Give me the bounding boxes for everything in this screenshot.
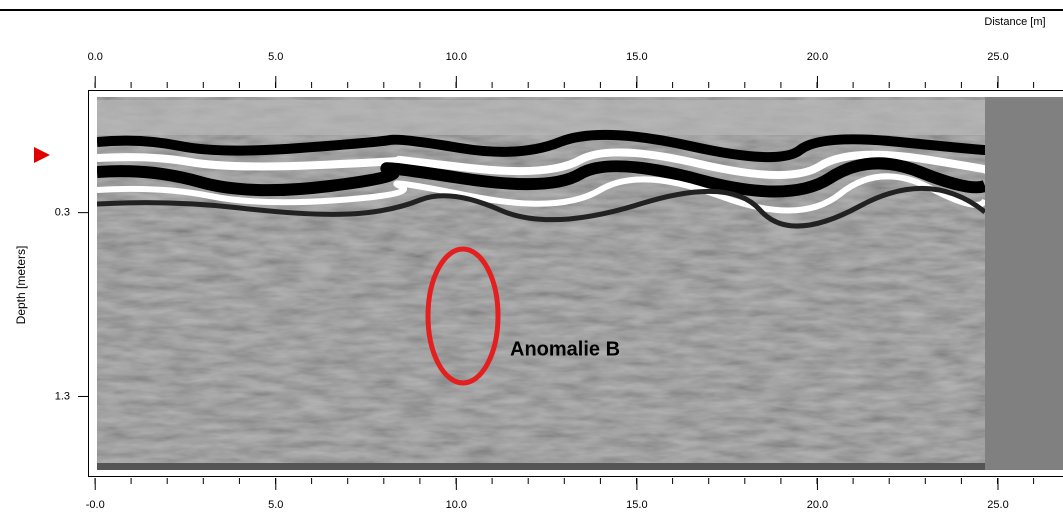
x-tick-label: 10.0 <box>446 51 467 63</box>
x-tick-label: 15.0 <box>626 51 647 63</box>
x-tick-label: 10.0 <box>446 499 467 511</box>
y-tick-label: 0.3 <box>55 207 70 219</box>
anomaly-circle <box>425 246 501 386</box>
annotation: Anomalie B <box>510 338 620 360</box>
x-tick-label: -0.0 <box>86 499 105 511</box>
y-tick-label: 1.3 <box>55 390 70 402</box>
x-tick-label: 5.0 <box>268 51 283 63</box>
x-tick-label: 25.0 <box>987 499 1008 511</box>
surface-marker <box>34 147 50 163</box>
distance-axis-label: Distance [m] <box>984 16 1045 28</box>
x-tick-label: 25.0 <box>987 51 1008 63</box>
x-tick-label: 0.0 <box>88 51 103 63</box>
x-tick-label: 15.0 <box>626 499 647 511</box>
radargram-image <box>97 97 985 470</box>
x-tick-label: 20.0 <box>807 51 828 63</box>
x-tick-label: 5.0 <box>268 499 283 511</box>
depth-axis-label: Depth [meters] <box>14 246 28 325</box>
no-data-area <box>985 97 1063 470</box>
x-tick-label: 20.0 <box>807 499 828 511</box>
